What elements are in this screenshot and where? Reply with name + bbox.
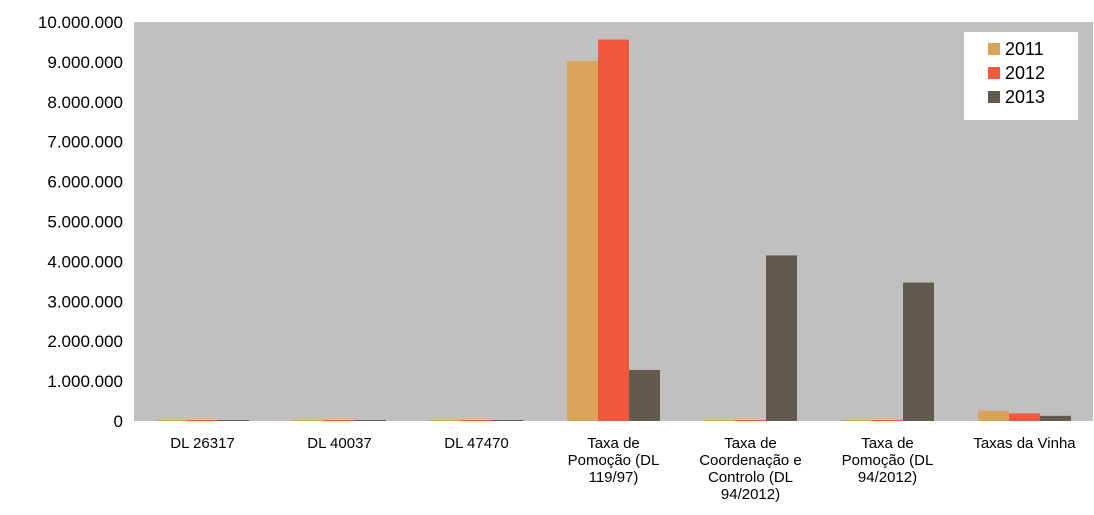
y-tick-label: 10.000.000 xyxy=(38,13,123,32)
x-tick-label-line: 94/2012) xyxy=(858,469,917,486)
bar-2013-2 xyxy=(492,420,523,421)
legend: 2011 2012 2013 xyxy=(964,32,1078,120)
legend-box xyxy=(964,32,1078,120)
legend-label: 2012 xyxy=(1005,63,1045,83)
y-tick-label: 5.000.000 xyxy=(47,213,123,232)
y-tick-label: 9.000.000 xyxy=(47,53,123,72)
bar-2012-0 xyxy=(187,420,218,421)
bar-2012-6 xyxy=(1009,413,1040,421)
x-tick-label-line: Pomoção (DL xyxy=(842,452,934,469)
legend-label: 2013 xyxy=(1005,87,1045,107)
y-tick-label: 0 xyxy=(114,412,123,431)
x-tick-label-line: Coordenação e xyxy=(699,452,802,469)
y-tick-label: 3.000.000 xyxy=(47,292,123,311)
x-tick-label: Taxa de Pomoção (DL 94/2012) xyxy=(842,435,934,486)
x-tick-label: Taxas da Vinha xyxy=(973,435,1076,452)
bar-2011-0 xyxy=(156,420,187,421)
x-axis: DL 26317 DL 40037 DL 47470 Taxa de Pomoção (… xyxy=(170,435,1076,503)
bar-2012-1 xyxy=(324,420,355,421)
bar-2012-4 xyxy=(735,420,766,421)
bars xyxy=(156,39,1071,422)
legend-swatch xyxy=(988,91,1000,103)
x-tick-label-line: Taxas da Vinha xyxy=(973,435,1076,452)
y-axis: 0 1.000.000 2.000.000 3.000.000 4.000.000 5.0… xyxy=(38,13,123,431)
y-tick-label: 1.000.000 xyxy=(47,372,123,391)
y-tick-label: 4.000.000 xyxy=(47,252,123,271)
bar-2012-5 xyxy=(872,420,903,421)
y-tick-label: 8.000.000 xyxy=(47,93,123,112)
x-tick-label-line: DL 26317 xyxy=(170,435,235,452)
x-tick-label-line: 94/2012) xyxy=(721,486,780,503)
x-tick-label-line: Taxa de xyxy=(587,435,640,452)
x-tick-label-line: Taxa de xyxy=(861,435,914,452)
bar-2013-5 xyxy=(903,282,934,421)
x-tick-label-line: Controlo (DL xyxy=(708,469,793,486)
x-tick-label: DL 26317 xyxy=(170,435,235,452)
bar-2011-5 xyxy=(841,420,872,421)
legend-swatch xyxy=(988,43,1000,55)
bar-2011-3 xyxy=(567,61,598,422)
bar-2013-6 xyxy=(1040,415,1071,421)
bar-2011-1 xyxy=(293,420,324,421)
x-tick-label: Taxa de Pomoção (DL 119/97) xyxy=(568,435,660,486)
bar-2011-4 xyxy=(704,420,735,421)
x-tick-label-line: Taxa de xyxy=(724,435,777,452)
x-tick-label-line: 119/97) xyxy=(589,469,639,486)
x-tick-label: Taxa de Coordenação e Controlo (DL 94/2012) xyxy=(699,435,802,503)
legend-label: 2011 xyxy=(1005,39,1044,59)
y-tick-label: 6.000.000 xyxy=(47,173,123,192)
x-tick-label-line: Pomoção (DL xyxy=(568,452,660,469)
x-tick-label-line: DL 40037 xyxy=(307,435,372,452)
bar-2013-4 xyxy=(766,255,797,421)
y-tick-label: 2.000.000 xyxy=(47,332,123,351)
bar-2011-2 xyxy=(430,420,461,421)
x-tick-label-line: DL 47470 xyxy=(444,435,509,452)
legend-swatch xyxy=(988,67,1000,79)
x-tick-label: DL 40037 xyxy=(307,435,372,452)
bar-2013-3 xyxy=(629,369,660,421)
bar-2011-6 xyxy=(978,410,1009,421)
bar-2012-3 xyxy=(598,39,629,421)
bar-2013-0 xyxy=(218,420,249,421)
x-tick-label: DL 47470 xyxy=(444,435,509,452)
bar-2013-1 xyxy=(355,420,386,421)
bar-2012-2 xyxy=(461,420,492,421)
y-tick-label: 7.000.000 xyxy=(47,133,123,152)
